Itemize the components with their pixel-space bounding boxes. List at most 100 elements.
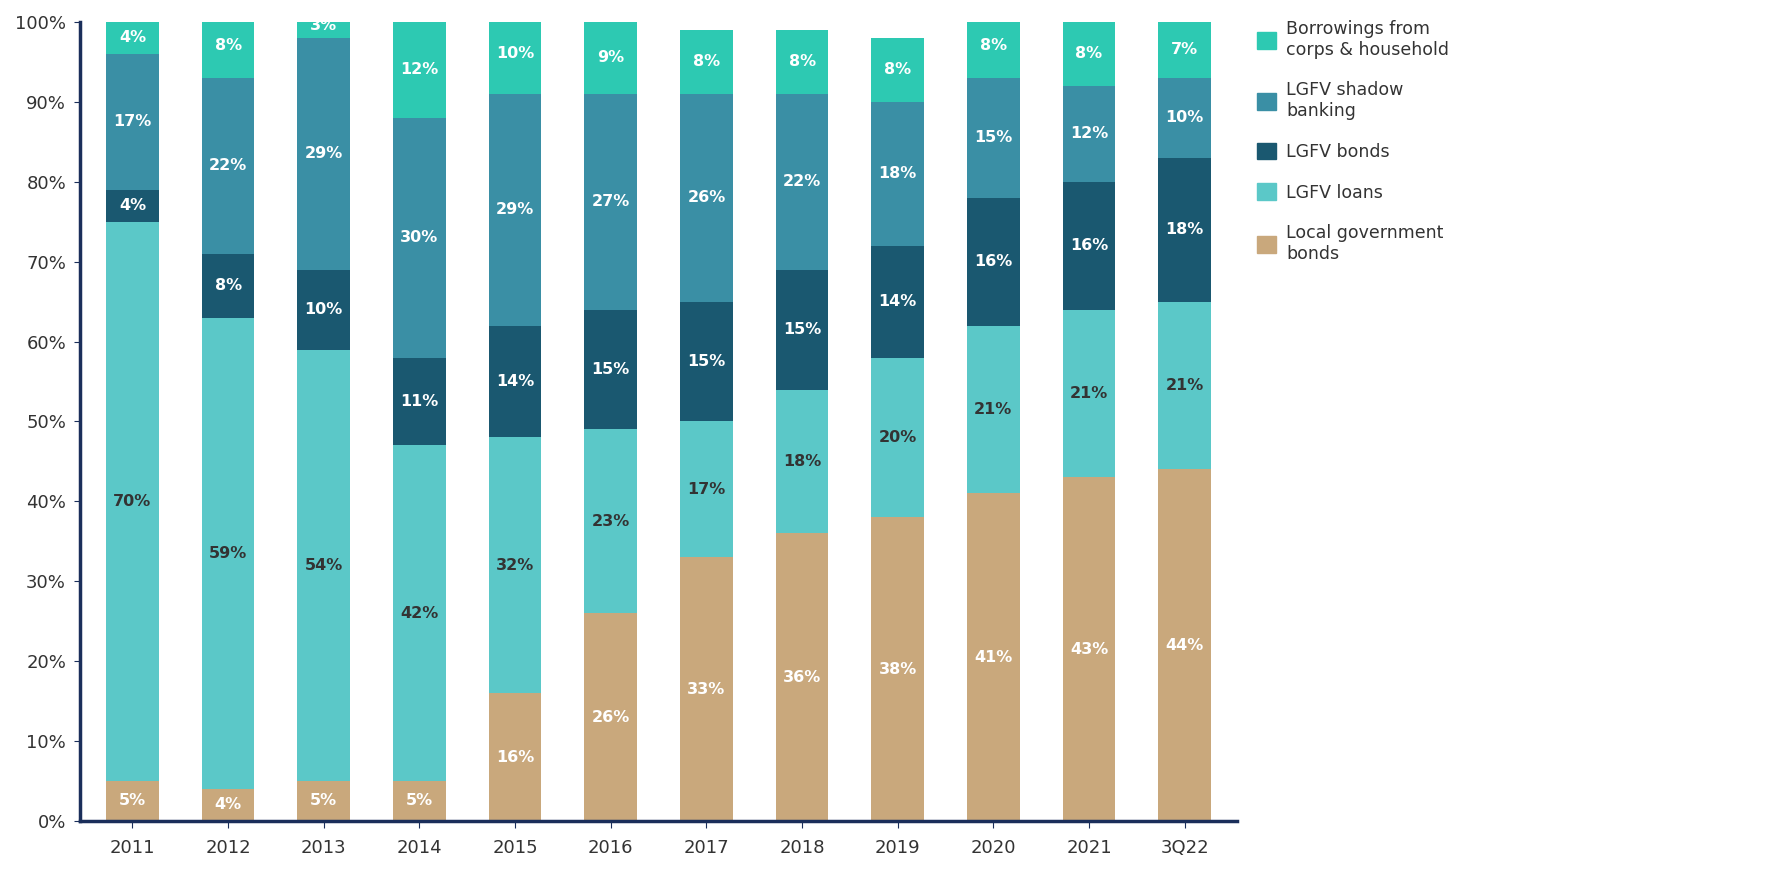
Bar xyxy=(776,534,828,821)
Text: 9%: 9% xyxy=(597,51,624,65)
Bar xyxy=(776,269,828,390)
Text: 15%: 15% xyxy=(783,322,820,337)
Bar xyxy=(872,246,923,358)
Text: 10%: 10% xyxy=(1166,111,1203,126)
Text: 8%: 8% xyxy=(1076,46,1102,61)
Text: 16%: 16% xyxy=(1070,238,1108,253)
Bar xyxy=(585,310,638,430)
Bar xyxy=(393,446,447,781)
Text: 8%: 8% xyxy=(214,278,241,293)
Text: 26%: 26% xyxy=(592,710,629,725)
Text: 10%: 10% xyxy=(496,46,533,61)
Bar xyxy=(1063,22,1115,86)
Bar xyxy=(106,190,159,221)
Bar xyxy=(1159,302,1210,469)
Text: 7%: 7% xyxy=(1171,43,1198,58)
Bar xyxy=(393,781,447,821)
Bar xyxy=(776,390,828,534)
Text: 18%: 18% xyxy=(783,454,820,469)
Bar xyxy=(298,38,351,269)
Bar xyxy=(393,118,447,358)
Bar xyxy=(872,358,923,517)
Bar xyxy=(585,94,638,310)
Text: 36%: 36% xyxy=(783,670,820,685)
Bar xyxy=(680,30,732,94)
Bar xyxy=(298,14,351,38)
Text: 17%: 17% xyxy=(113,114,152,129)
Text: 5%: 5% xyxy=(119,794,145,808)
Bar xyxy=(202,254,255,317)
Text: 33%: 33% xyxy=(688,682,725,697)
Text: 8%: 8% xyxy=(789,54,815,70)
Bar xyxy=(106,54,159,190)
Text: 30%: 30% xyxy=(400,230,439,245)
Bar xyxy=(872,517,923,821)
Bar xyxy=(872,38,923,102)
Text: 20%: 20% xyxy=(879,430,916,445)
Text: 14%: 14% xyxy=(496,374,533,389)
Bar xyxy=(1159,469,1210,821)
Bar xyxy=(776,94,828,269)
Bar xyxy=(298,269,351,350)
Bar xyxy=(968,494,1019,821)
Text: 70%: 70% xyxy=(113,494,152,509)
Text: 29%: 29% xyxy=(496,202,533,217)
Text: 16%: 16% xyxy=(975,254,1012,269)
Bar xyxy=(202,14,255,78)
Text: 15%: 15% xyxy=(592,362,629,377)
Bar xyxy=(489,94,542,325)
Text: 12%: 12% xyxy=(1070,126,1108,141)
Text: 17%: 17% xyxy=(688,482,725,497)
Text: 26%: 26% xyxy=(688,190,725,205)
Bar xyxy=(1159,78,1210,158)
Text: 23%: 23% xyxy=(592,514,629,528)
Bar xyxy=(680,421,732,557)
Text: 54%: 54% xyxy=(305,558,344,573)
Bar xyxy=(106,221,159,781)
Bar xyxy=(106,781,159,821)
Bar xyxy=(968,78,1019,198)
Text: 42%: 42% xyxy=(400,606,439,621)
Bar xyxy=(968,325,1019,494)
Bar xyxy=(202,78,255,254)
Text: 32%: 32% xyxy=(496,558,533,573)
Text: 38%: 38% xyxy=(879,662,916,677)
Bar xyxy=(1063,477,1115,821)
Bar xyxy=(872,102,923,246)
Bar xyxy=(106,22,159,54)
Text: 5%: 5% xyxy=(406,794,432,808)
Bar xyxy=(489,325,542,438)
Bar xyxy=(680,94,732,302)
Text: 8%: 8% xyxy=(884,63,911,78)
Text: 21%: 21% xyxy=(975,402,1012,417)
Text: 10%: 10% xyxy=(305,302,344,317)
Text: 22%: 22% xyxy=(783,174,820,189)
Text: 18%: 18% xyxy=(879,167,916,181)
Bar xyxy=(968,14,1019,78)
Bar xyxy=(1063,86,1115,181)
Text: 22%: 22% xyxy=(209,159,248,174)
Bar xyxy=(489,14,542,94)
Bar xyxy=(202,317,255,789)
Text: 15%: 15% xyxy=(688,354,725,369)
Bar xyxy=(1159,158,1210,302)
Bar xyxy=(585,22,638,94)
Bar xyxy=(680,302,732,421)
Bar xyxy=(585,613,638,821)
Legend: Borrowings from
corps & household, LGFV shadow
banking, LGFV bonds, LGFV loans, : Borrowings from corps & household, LGFV … xyxy=(1251,15,1455,269)
Text: 4%: 4% xyxy=(119,198,145,214)
Bar xyxy=(1159,22,1210,78)
Bar xyxy=(680,557,732,821)
Text: 27%: 27% xyxy=(592,194,629,209)
Bar xyxy=(393,22,447,118)
Text: 59%: 59% xyxy=(209,546,248,561)
Text: 21%: 21% xyxy=(1166,378,1203,393)
Bar xyxy=(489,438,542,693)
Text: 21%: 21% xyxy=(1070,386,1108,401)
Text: 8%: 8% xyxy=(214,38,241,53)
Text: 4%: 4% xyxy=(214,798,241,813)
Text: 4%: 4% xyxy=(119,31,145,45)
Text: 16%: 16% xyxy=(496,750,533,765)
Bar xyxy=(298,781,351,821)
Text: 15%: 15% xyxy=(975,130,1012,146)
